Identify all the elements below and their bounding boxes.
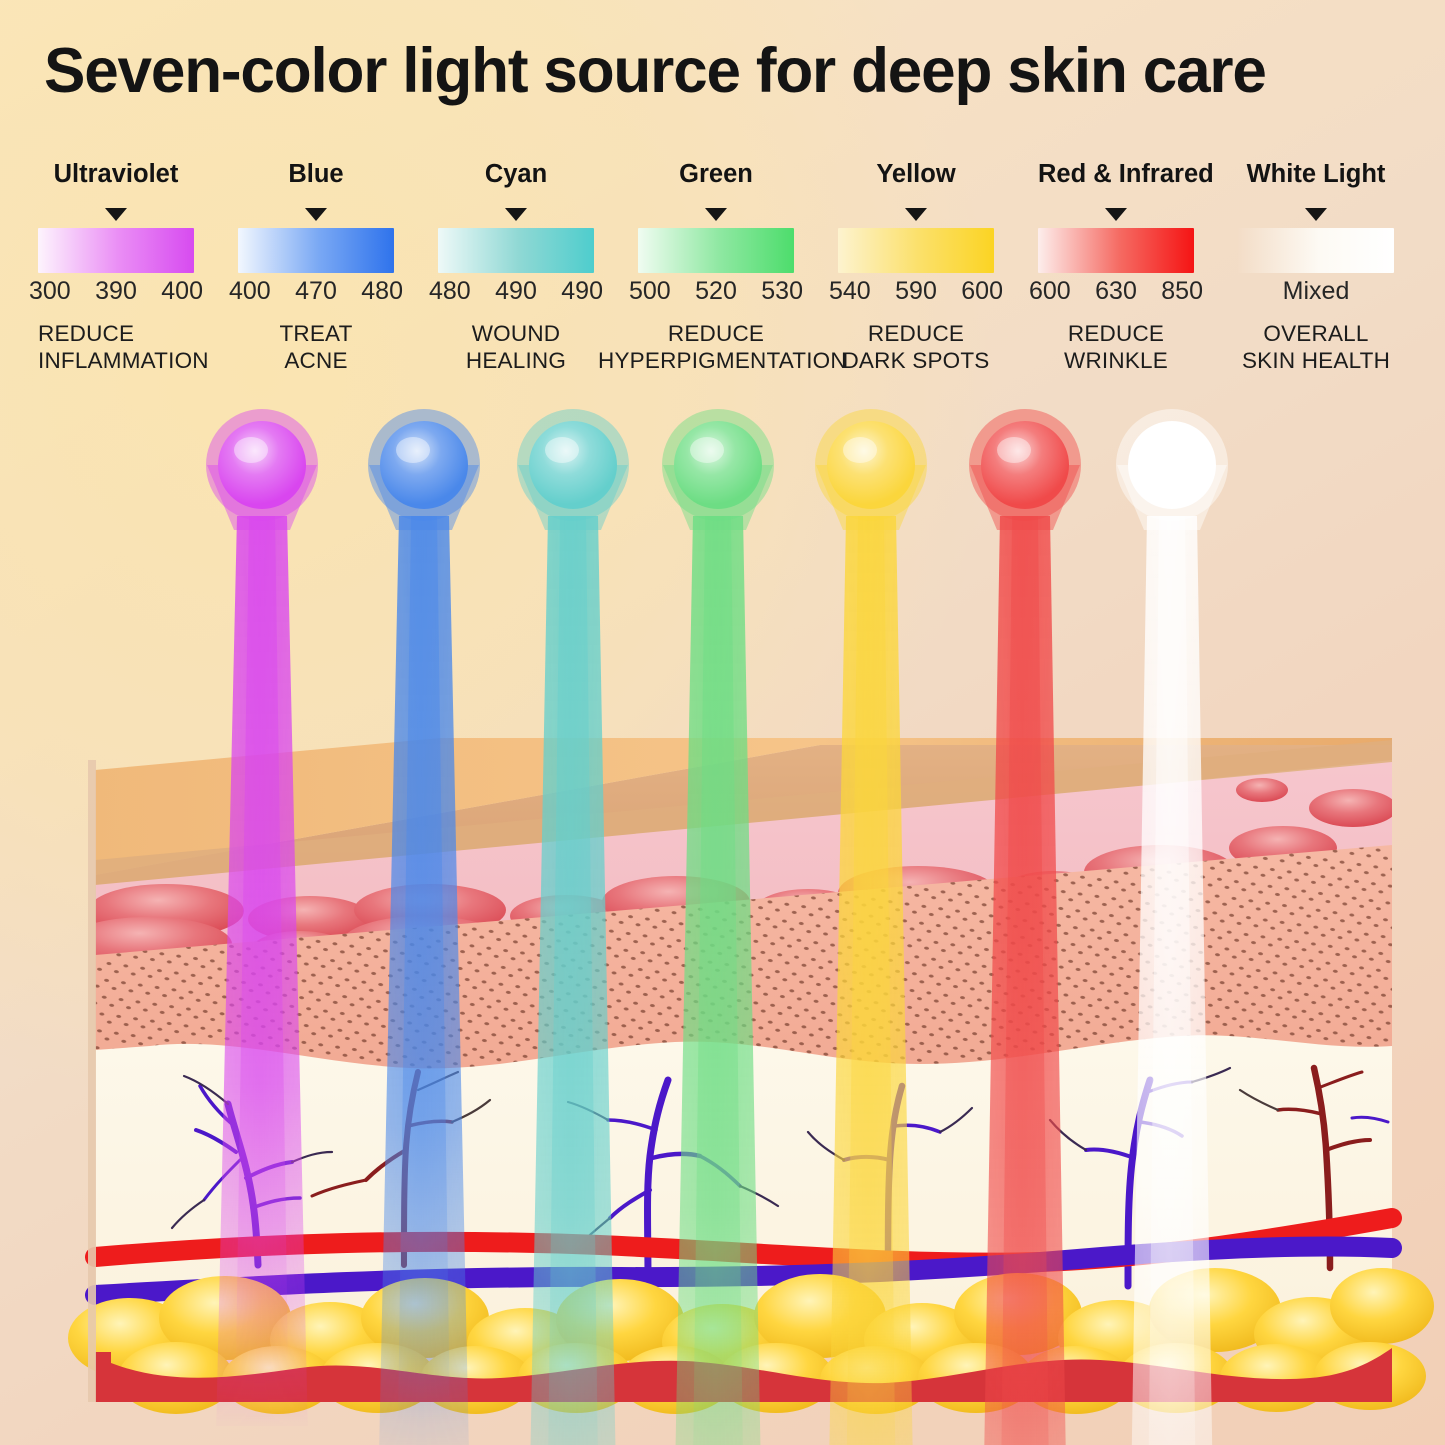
wavelength-tick-labels: 400 470 480	[229, 277, 403, 306]
beam-head-sphere	[529, 421, 617, 509]
wavelength-tick: 490	[495, 277, 537, 305]
beam-core	[1148, 516, 1196, 1445]
block-left-edge	[88, 760, 96, 1402]
wavelength-gradient-bar	[1238, 228, 1394, 273]
beam-head-highlight	[396, 437, 430, 463]
wavelength-legend: Ultraviolet 300 390 400 REDUCE INFLAMMATION B…	[0, 160, 1445, 400]
wavelength-gradient-bar	[1038, 228, 1194, 273]
wavelength-tick: 600	[961, 277, 1003, 305]
beam-core	[846, 516, 896, 1445]
wavelength-marker-triangle-icon	[105, 208, 127, 221]
legend-color-name: Red & Infrared	[1038, 160, 1214, 188]
wavelength-tick: 600	[1029, 277, 1071, 305]
wavelength-tick: 520	[695, 277, 737, 305]
wavelength-tick: 590	[895, 277, 937, 305]
wavelength-tick: 470	[295, 277, 337, 305]
beam-head-highlight	[234, 437, 268, 463]
wavelength-tick-labels: 600 630 850	[1029, 277, 1203, 306]
wavelength-tick-labels: 500 520 530	[629, 277, 803, 306]
wavelength-tick-labels: 480 490 490	[429, 277, 603, 306]
beam-head-sphere	[1128, 421, 1216, 509]
beam-head-highlight	[843, 437, 877, 463]
wavelength-tick: 530	[761, 277, 803, 305]
page-title: Seven-color light source for deep skin c…	[44, 36, 1267, 106]
wavelength-tick-labels: 540 590 600	[829, 277, 1003, 306]
beam-core	[398, 516, 450, 1423]
legend-color-name: Yellow	[876, 160, 956, 188]
wavelength-tick: 630	[1095, 277, 1137, 305]
benefit-label: WOUND HEALING	[465, 321, 567, 374]
wavelength-tick: Mixed	[1282, 277, 1350, 305]
beam-head-highlight	[997, 437, 1031, 463]
wavelength-gradient-bar	[438, 228, 594, 273]
wavelength-tick: 490	[561, 277, 603, 305]
light-beam-yellow	[815, 409, 927, 1445]
wavelength-marker-triangle-icon	[1105, 208, 1127, 221]
wavelength-tick-labels: 300 390 400	[29, 277, 203, 306]
wavelength-tick-labels: Mixed	[1229, 277, 1403, 306]
legend-color-name: White Light	[1246, 160, 1386, 188]
beam-head-sphere	[674, 421, 762, 509]
wavelength-marker-triangle-icon	[1305, 208, 1327, 221]
wavelength-gradient-bar	[638, 228, 794, 273]
benefit-label: TREAT ACNE	[279, 321, 353, 374]
wavelength-gradient-bar	[238, 228, 394, 273]
light-beam-green	[662, 409, 774, 1445]
legend-color-name: Ultraviolet	[53, 160, 179, 188]
wavelength-marker-triangle-icon	[305, 208, 327, 221]
wavelength-tick: 390	[95, 277, 137, 305]
beam-head-sphere	[380, 421, 468, 509]
wavelength-tick: 480	[361, 277, 403, 305]
wavelength-tick: 540	[829, 277, 871, 305]
beam-head-sphere	[827, 421, 915, 509]
wavelength-tick: 500	[629, 277, 671, 305]
wavelength-gradient-bar	[38, 228, 194, 273]
beam-head-highlight	[545, 437, 579, 463]
wavelength-gradient-bar	[838, 228, 994, 273]
beam-head-highlight	[690, 437, 724, 463]
wavelength-marker-triangle-icon	[705, 208, 727, 221]
wavelength-tick: 850	[1161, 277, 1203, 305]
beam-head-sphere	[981, 421, 1069, 509]
benefit-label: REDUCE INFLAMMATION	[38, 321, 209, 374]
light-beam-red-infrared	[969, 409, 1081, 1445]
beam-core	[236, 516, 288, 1363]
beam-core	[1001, 516, 1049, 1445]
wavelength-tick: 400	[161, 277, 203, 305]
light-beam-ultraviolet	[206, 409, 318, 1436]
wavelength-marker-triangle-icon	[505, 208, 527, 221]
legend-color-name: Green	[679, 160, 753, 188]
benefit-label: REDUCE HYPERPIGMENTATION	[598, 321, 847, 374]
benefit-label: REDUCE WRINKLE	[1064, 321, 1168, 374]
wavelength-tick: 480	[429, 277, 471, 305]
beam-head-sphere	[218, 421, 306, 509]
light-beam-blue	[368, 409, 480, 1445]
legend-color-name: Blue	[288, 160, 344, 188]
legend-color-name: Cyan	[484, 160, 548, 188]
wavelength-tick: 400	[229, 277, 271, 305]
beam-head-highlight	[1144, 437, 1178, 463]
wavelength-marker-triangle-icon	[905, 208, 927, 221]
light-beam-cyan	[517, 409, 629, 1445]
beam-core	[548, 516, 598, 1445]
beam-core	[693, 516, 743, 1445]
benefit-label: OVERALL SKIN HEALTH	[1241, 321, 1391, 374]
benefit-label: REDUCE DARK SPOTS	[842, 321, 990, 374]
light-beam-white-light	[1116, 409, 1228, 1445]
wavelength-tick: 300	[29, 277, 71, 305]
